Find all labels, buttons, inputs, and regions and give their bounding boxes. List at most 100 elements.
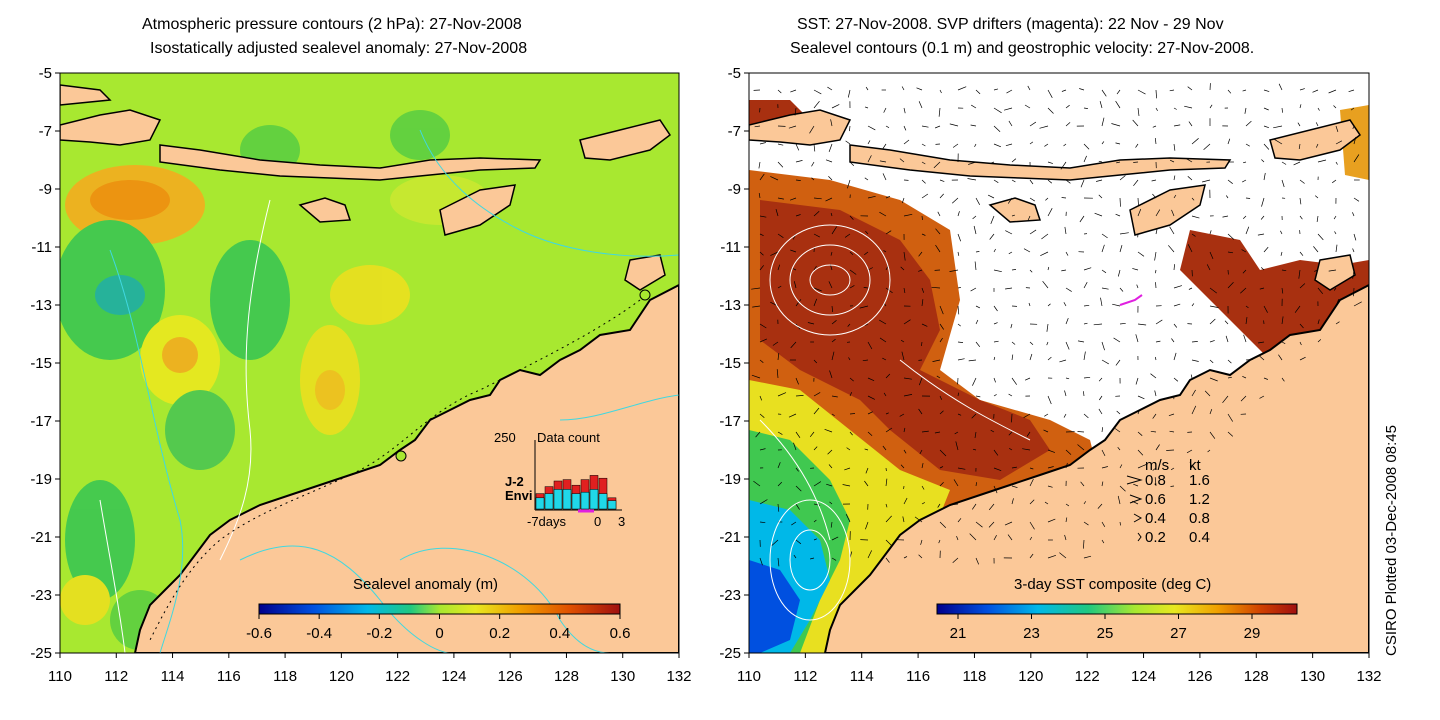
velocity-vector [1099, 395, 1103, 401]
legend-kt-value: 1.6 [1189, 472, 1210, 489]
velocity-vector [1008, 120, 1013, 127]
velocity-vector [813, 265, 817, 271]
velocity-vector [1047, 518, 1056, 523]
velocity-vector [753, 480, 761, 487]
velocity-vector [1281, 287, 1284, 294]
velocity-vector [1315, 143, 1319, 148]
velocity-vector [1080, 179, 1085, 188]
inset-bar-envi [562, 489, 572, 510]
velocity-vector [1137, 89, 1146, 95]
velocity-vector [921, 485, 925, 490]
velocity-vector [939, 323, 944, 330]
velocity-vector [867, 395, 875, 400]
velocity-vector [1063, 302, 1067, 307]
velocity-vector [1029, 353, 1033, 361]
velocity-vector [830, 251, 833, 256]
legend-ms-value: 0.4 [1145, 510, 1166, 527]
velocity-vector [849, 431, 853, 436]
velocity-vector [759, 448, 766, 451]
velocity-vector [1101, 141, 1105, 145]
velocity-vector [1004, 107, 1013, 111]
velocity-vector [1353, 136, 1357, 145]
velocity-vector [1243, 334, 1247, 343]
velocity-vector [1064, 226, 1067, 235]
velocity-vector [903, 449, 907, 454]
left-colorbar-title: Sealevel anomaly (m) [353, 576, 498, 593]
velocity-vector [990, 161, 995, 164]
velocity-vector [1115, 213, 1121, 217]
velocity-vector [849, 377, 854, 382]
velocity-vector [935, 228, 941, 235]
velocity-vector [831, 104, 840, 109]
velocity-vector [1263, 143, 1270, 150]
velocity-vector [1278, 354, 1283, 361]
velocity-vector [968, 161, 977, 165]
velocity-vector [865, 86, 869, 91]
right-y-tick-label: -25 [719, 645, 741, 662]
velocity-vector [1027, 215, 1031, 221]
velocity-vector [1023, 413, 1031, 419]
left-y-tick-label: -9 [39, 181, 52, 198]
velocity-vector [1186, 449, 1193, 454]
velocity-vector [1209, 408, 1213, 415]
velocity-vector [1173, 285, 1183, 289]
velocity-vector [1079, 88, 1085, 91]
left-station-marker-1 [639, 289, 651, 301]
right-colorbar-tick-label: 23 [1023, 625, 1040, 642]
velocity-vector [1328, 269, 1337, 272]
velocity-vector [899, 413, 905, 417]
left-x-tick-label: 128 [554, 668, 579, 685]
velocity-vector [1263, 172, 1266, 181]
right-y-tick-label: -17 [719, 413, 741, 430]
velocity-vector [1116, 161, 1121, 164]
velocity-vector [883, 107, 887, 113]
velocity-vector [1188, 287, 1193, 290]
velocity-vector [813, 446, 818, 451]
velocity-vector [974, 431, 977, 439]
velocity-vector [1029, 521, 1035, 530]
velocity-vector [1209, 359, 1214, 364]
velocity-vector [989, 233, 995, 240]
velocity-vector [1083, 304, 1090, 307]
velocity-vector [1241, 249, 1247, 253]
velocity-vector [957, 341, 964, 343]
velocity-vector [867, 411, 873, 415]
velocity-vector [1083, 107, 1088, 109]
velocity-vector [1101, 89, 1107, 97]
velocity-vector [975, 557, 980, 565]
left-y-tick-label: -15 [30, 355, 52, 372]
velocity-vector [1101, 481, 1104, 487]
velocity-vector [770, 251, 779, 256]
velocity-vector [937, 211, 941, 217]
velocity-vector [770, 176, 779, 181]
velocity-vector [918, 101, 923, 109]
velocity-vector [1350, 107, 1355, 111]
velocity-vector [792, 267, 797, 271]
velocity-vector [864, 448, 869, 451]
velocity-vector [830, 119, 833, 127]
velocity-vector [975, 305, 981, 309]
velocity-vector [939, 410, 944, 415]
right-colorbar-tick-label: 27 [1170, 625, 1187, 642]
left-x-tick-label: 126 [498, 668, 523, 685]
velocity-vector [1335, 161, 1338, 165]
velocity-vector [1047, 554, 1057, 559]
velocity-vector [1011, 413, 1013, 423]
velocity-vector [1315, 122, 1319, 127]
velocity-vector [1281, 377, 1285, 382]
velocity-vector [1261, 159, 1265, 163]
velocity-vector [777, 481, 783, 487]
left-x-tick-label: 132 [666, 668, 691, 685]
velocity-vector [831, 305, 834, 313]
velocity-vector [1227, 251, 1234, 254]
velocity-vector [790, 89, 797, 93]
velocity-vector [1006, 89, 1013, 94]
velocity-vector [1011, 354, 1014, 361]
velocity-vector [1202, 179, 1211, 183]
velocity-vector [1115, 142, 1121, 145]
inset-title: Data count [537, 430, 600, 445]
velocity-vector [1027, 85, 1031, 91]
velocity-vector [1083, 155, 1087, 163]
right-y-tick-label: -11 [720, 239, 741, 256]
velocity-vector [993, 394, 997, 397]
